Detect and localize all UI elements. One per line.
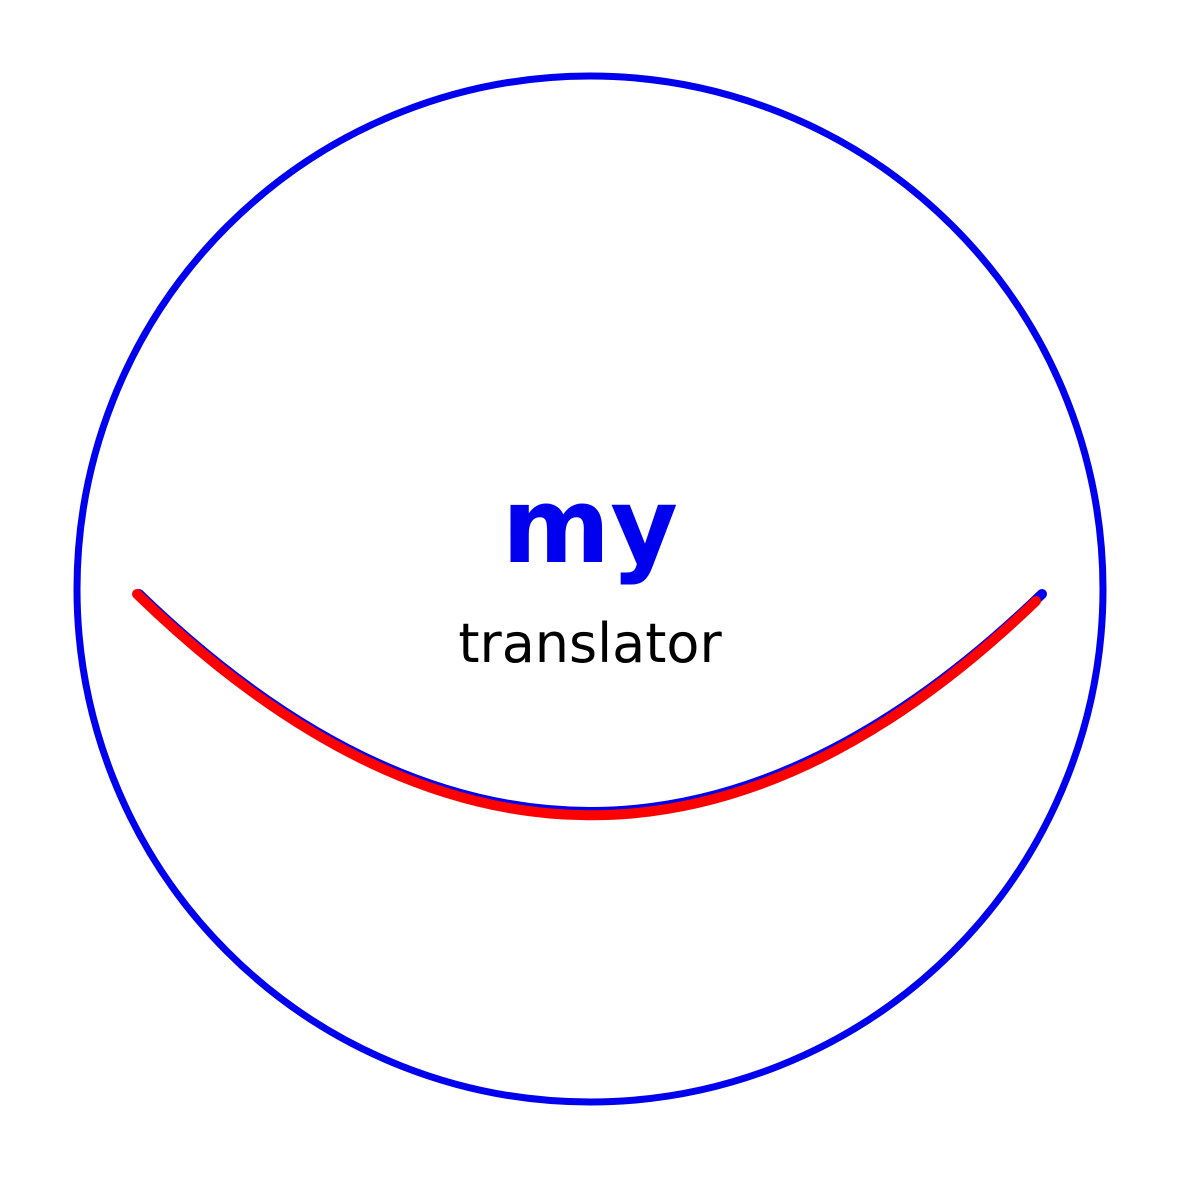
tagline: translator [458,612,722,675]
logo-ring [73,72,1107,1106]
smile-arc [132,589,1041,821]
brand-word: my [502,465,678,587]
